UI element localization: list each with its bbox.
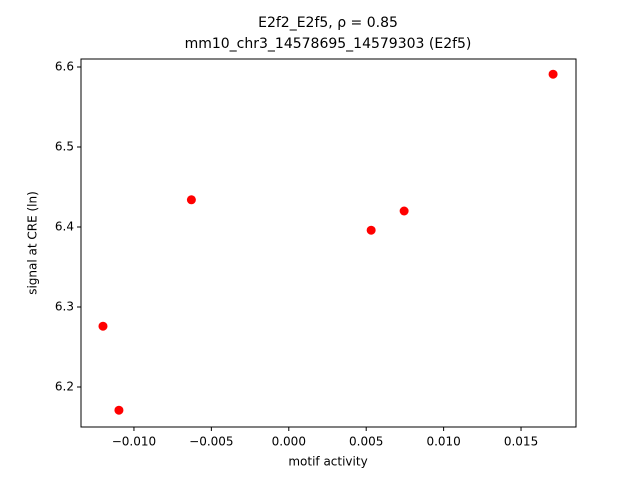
x-tick-label: 0.010 [426, 435, 460, 449]
scatter-point [114, 405, 124, 415]
x-axis-label: motif activity [288, 455, 367, 469]
y-tick-label: 6.6 [55, 60, 74, 74]
scatter-point [98, 321, 108, 331]
chart-subtitle: mm10_chr3_14578695_14579303 (E2f5) [185, 36, 472, 52]
x-tick-label: 0.015 [504, 435, 538, 449]
x-tick-label: −0.010 [112, 435, 156, 449]
scatter-point [548, 69, 558, 79]
chart-title: E2f2_E2f5, ρ = 0.85 [258, 15, 398, 31]
scatter-point [366, 225, 376, 235]
y-tick-label: 6.2 [55, 380, 74, 394]
y-tick-label: 6.4 [55, 220, 74, 234]
scatter-point [186, 195, 196, 205]
scatter-point [399, 206, 409, 216]
x-tick-label: 0.000 [272, 435, 306, 449]
x-tick-label: −0.005 [189, 435, 233, 449]
y-tick-label: 6.3 [55, 300, 74, 314]
y-axis-label: signal at CRE (ln) [26, 191, 40, 295]
x-tick-label: 0.005 [349, 435, 383, 449]
plot-frame [80, 58, 577, 428]
y-tick-label: 6.5 [55, 140, 74, 154]
